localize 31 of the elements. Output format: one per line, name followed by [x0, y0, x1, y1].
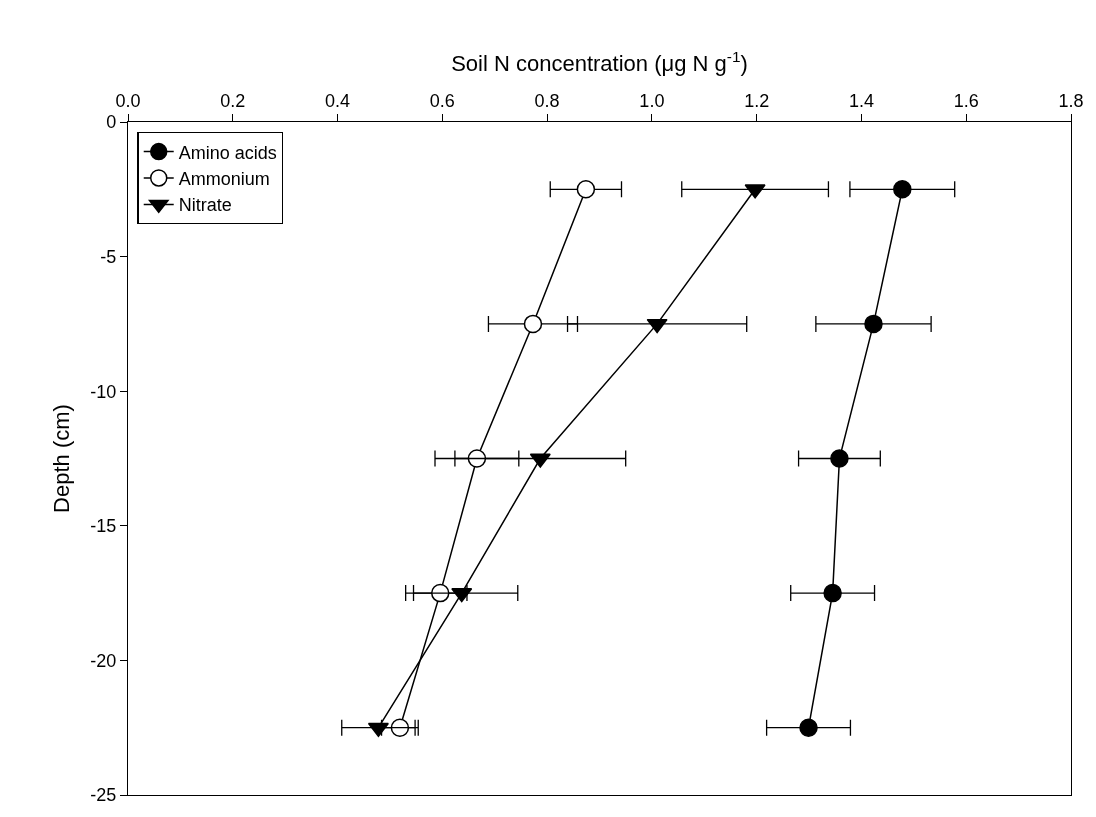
point — [523, 314, 543, 334]
y-axis-title: Depth (cm) — [49, 404, 75, 513]
point — [864, 314, 883, 334]
x-axis-title: Soil N concentration (μg N g$^{-1}$) — [451, 48, 748, 77]
x-tick-label: 1.8 — [1058, 90, 1084, 111]
point — [830, 449, 849, 468]
x-tick-label: 1.6 — [953, 90, 979, 111]
legend-label: Amino acids — [178, 142, 277, 163]
y-tick-label: -25 — [90, 785, 117, 806]
y-tick-label: -5 — [100, 246, 117, 267]
legend-label: Nitrate — [178, 195, 232, 216]
y-tick-label: -10 — [90, 381, 117, 402]
point — [467, 449, 487, 468]
x-tick-label: 1.2 — [744, 90, 770, 111]
x-tick-label: 0.0 — [115, 90, 141, 111]
x-tick-label: 0.2 — [220, 90, 246, 111]
x-tick-label: 0.4 — [325, 90, 351, 111]
point — [646, 318, 668, 334]
x-tick-label: 0.6 — [429, 90, 455, 111]
y-tick-label: -15 — [90, 516, 117, 537]
x-tick-label: 1.4 — [848, 90, 874, 111]
point — [576, 180, 596, 199]
legend-label: Ammonium — [178, 169, 270, 190]
x-tick-label: 1.0 — [639, 90, 665, 111]
point — [823, 583, 842, 603]
y-tick-label: 0 — [106, 112, 117, 133]
point — [390, 718, 410, 737]
point — [893, 180, 912, 199]
point — [799, 718, 818, 737]
x-tick-label: 0.8 — [534, 90, 560, 111]
y-tick-label: -20 — [90, 650, 117, 671]
